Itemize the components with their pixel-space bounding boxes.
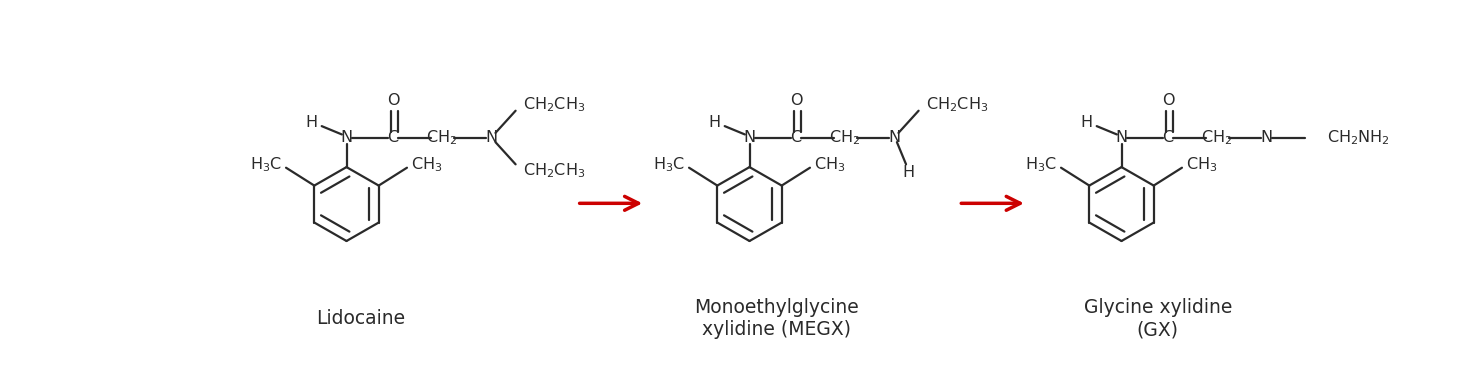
Text: H$_3$C: H$_3$C (250, 155, 282, 174)
Text: H: H (1080, 115, 1092, 130)
Text: O: O (789, 93, 803, 108)
Text: H: H (903, 165, 914, 180)
Text: CH$_2$CH$_3$: CH$_2$CH$_3$ (926, 95, 989, 114)
Text: O: O (387, 93, 400, 108)
Text: N: N (1116, 130, 1127, 145)
Text: N: N (888, 130, 901, 145)
Text: C: C (388, 130, 398, 145)
Text: C: C (791, 130, 801, 145)
Text: N: N (485, 130, 498, 145)
Text: O: O (1161, 93, 1175, 108)
Text: H$_3$C: H$_3$C (653, 155, 685, 174)
Text: C: C (1163, 130, 1173, 145)
Text: CH$_3$: CH$_3$ (1186, 155, 1217, 174)
Text: CH$_3$: CH$_3$ (410, 155, 442, 174)
Text: N: N (341, 130, 353, 145)
Text: CH$_2$: CH$_2$ (1201, 128, 1232, 147)
Text: CH$_2$CH$_3$: CH$_2$CH$_3$ (523, 161, 585, 180)
Text: Glycine xylidine
(GX): Glycine xylidine (GX) (1083, 298, 1232, 340)
Text: Lidocaine: Lidocaine (316, 310, 404, 328)
Text: N: N (744, 130, 756, 145)
Text: N: N (1260, 130, 1273, 145)
Text: H: H (304, 115, 318, 130)
Text: CH$_2$NH$_2$: CH$_2$NH$_2$ (1327, 128, 1389, 147)
Text: CH$_2$: CH$_2$ (426, 128, 457, 147)
Text: Monoethylglycine
xylidine (MEGX): Monoethylglycine xylidine (MEGX) (694, 298, 858, 340)
Text: H: H (709, 115, 720, 130)
Text: H$_3$C: H$_3$C (1025, 155, 1057, 174)
Text: CH$_2$CH$_3$: CH$_2$CH$_3$ (523, 95, 585, 114)
Text: CH$_2$: CH$_2$ (829, 128, 860, 147)
Text: CH$_3$: CH$_3$ (814, 155, 845, 174)
